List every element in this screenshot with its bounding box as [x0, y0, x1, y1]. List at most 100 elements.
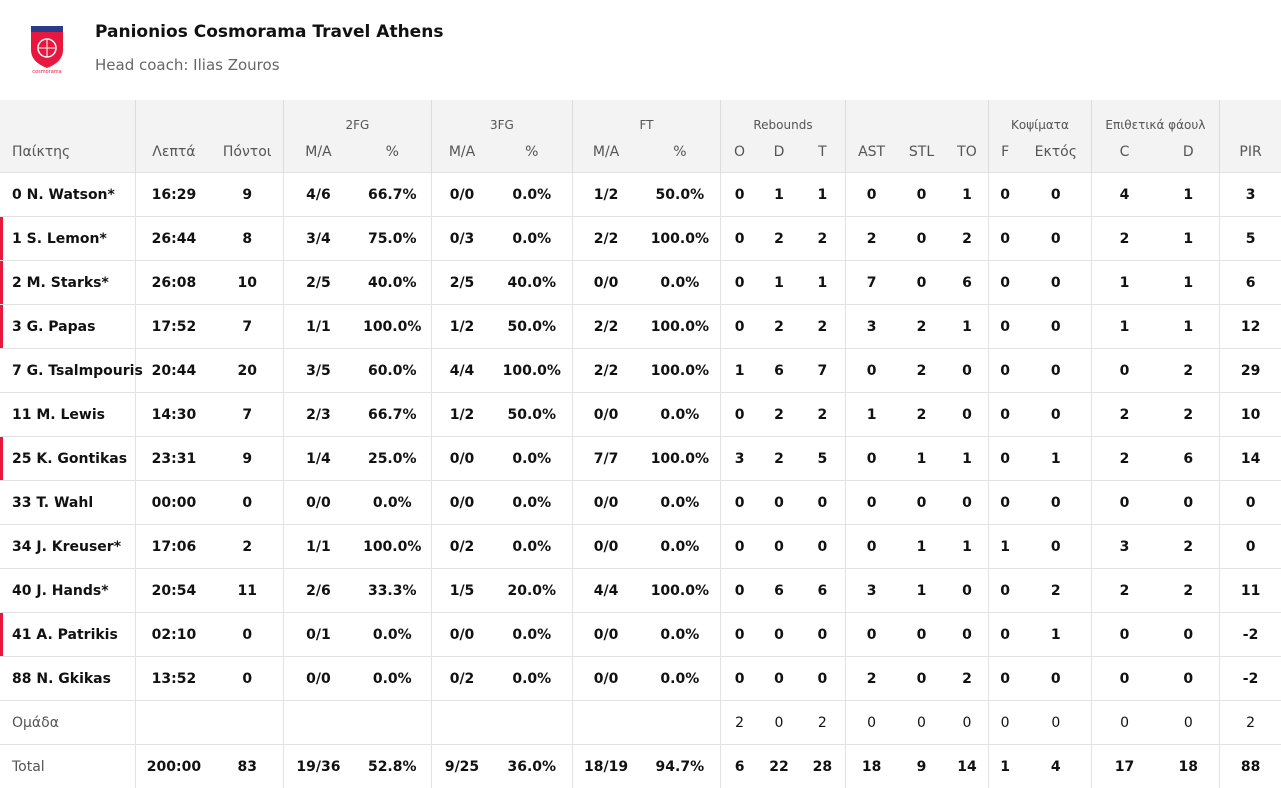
reb-t: 7	[800, 349, 845, 393]
team-to: 0	[946, 701, 989, 745]
player-name[interactable]: 0 N. Watson*	[0, 173, 136, 217]
total-reb-t: 28	[800, 745, 845, 788]
to: 0	[946, 349, 989, 393]
player-name[interactable]: 40 J. Hands*	[0, 569, 136, 613]
ft-pct: 100.0%	[639, 437, 720, 481]
to: 1	[946, 525, 989, 569]
col-ft-pct[interactable]: %	[639, 132, 720, 173]
reb-o: 0	[721, 657, 758, 701]
foul-c: 1	[1091, 305, 1157, 349]
col-3fg-pct[interactable]: %	[492, 132, 572, 173]
col-reb-o[interactable]: O	[721, 132, 758, 173]
blk-f: 0	[989, 349, 1021, 393]
points: 0	[212, 613, 283, 657]
col-3fg-ma[interactable]: M/A	[432, 132, 492, 173]
foul-c: 0	[1091, 481, 1157, 525]
3fg-pct: 0.0%	[492, 437, 572, 481]
blk-f: 0	[989, 393, 1021, 437]
ft-ma: 1/2	[572, 173, 639, 217]
pir: 11	[1220, 569, 1281, 613]
player-name[interactable]: 1 S. Lemon*	[0, 217, 136, 261]
col-2fg-pct[interactable]: %	[353, 132, 431, 173]
col-player[interactable]: Παίκτης	[0, 132, 136, 173]
col-foul-c[interactable]: C	[1091, 132, 1157, 173]
col-foul-d[interactable]: D	[1157, 132, 1219, 173]
reb-o: 0	[721, 173, 758, 217]
player-name[interactable]: 34 J. Kreuser*	[0, 525, 136, 569]
col-blk-f[interactable]: F	[989, 132, 1021, 173]
pir: 14	[1220, 437, 1281, 481]
col-blk-ag[interactable]: Εκτός	[1021, 132, 1091, 173]
col-ast[interactable]: AST	[845, 132, 897, 173]
player-name[interactable]: 41 A. Patrikis	[0, 613, 136, 657]
col-reb-t[interactable]: T	[800, 132, 845, 173]
foul-d: 1	[1157, 217, 1219, 261]
to: 0	[946, 481, 989, 525]
reb-o: 0	[721, 613, 758, 657]
reb-o: 3	[721, 437, 758, 481]
total-pts: 83	[212, 745, 283, 788]
team-blk-f: 0	[989, 701, 1021, 745]
2fg-ma: 4/6	[283, 173, 353, 217]
team-row: Ομάδα 2 0 2 0 0 0 0 0 0 0 2	[0, 701, 1281, 745]
col-pir[interactable]: PIR	[1220, 132, 1281, 173]
2fg-ma: 1/4	[283, 437, 353, 481]
to: 6	[946, 261, 989, 305]
points: 11	[212, 569, 283, 613]
group-3fg: 3FG	[432, 100, 573, 132]
team-row-label: Ομάδα	[0, 701, 136, 745]
minutes: 17:06	[136, 525, 212, 569]
col-reb-d[interactable]: D	[758, 132, 800, 173]
ft-ma: 0/0	[572, 525, 639, 569]
to: 1	[946, 173, 989, 217]
reb-t: 1	[800, 173, 845, 217]
reb-d: 2	[758, 217, 800, 261]
col-to[interactable]: TO	[946, 132, 989, 173]
player-name[interactable]: 2 M. Starks*	[0, 261, 136, 305]
blk-ag: 0	[1021, 481, 1091, 525]
pir: -2	[1220, 657, 1281, 701]
col-ft-ma[interactable]: M/A	[572, 132, 639, 173]
player-name[interactable]: 11 M. Lewis	[0, 393, 136, 437]
reb-d: 0	[758, 657, 800, 701]
stl: 1	[897, 525, 945, 569]
3fg-ma: 1/2	[432, 305, 492, 349]
ast: 2	[845, 657, 897, 701]
col-2fg-ma[interactable]: M/A	[283, 132, 353, 173]
ast: 0	[845, 437, 897, 481]
reb-d: 1	[758, 173, 800, 217]
ft-ma: 0/0	[572, 613, 639, 657]
ft-ma: 0/0	[572, 481, 639, 525]
blk-f: 0	[989, 481, 1021, 525]
minutes: 26:08	[136, 261, 212, 305]
total-ft-ma: 18/19	[572, 745, 639, 788]
reb-o: 0	[721, 481, 758, 525]
stl: 1	[897, 569, 945, 613]
points: 0	[212, 481, 283, 525]
ast: 0	[845, 481, 897, 525]
reb-t: 6	[800, 569, 845, 613]
player-name[interactable]: 25 K. Gontikas	[0, 437, 136, 481]
player-name[interactable]: 88 N. Gkikas	[0, 657, 136, 701]
total-3fg-ma: 9/25	[432, 745, 492, 788]
total-foul-c: 17	[1091, 745, 1157, 788]
total-blk-ag: 4	[1021, 745, 1091, 788]
ast: 0	[845, 525, 897, 569]
col-minutes[interactable]: Λεπτά	[136, 132, 212, 173]
player-name[interactable]: 33 T. Wahl	[0, 481, 136, 525]
pir: -2	[1220, 613, 1281, 657]
team-name: Panionios Cosmorama Travel Athens	[95, 22, 443, 42]
player-name[interactable]: 3 G. Papas	[0, 305, 136, 349]
player-name[interactable]: 7 G. Tsalmpouris	[0, 349, 136, 393]
group-rebounds: Rebounds	[721, 100, 845, 132]
col-points[interactable]: Πόντοι	[212, 132, 283, 173]
col-stl[interactable]: STL	[897, 132, 945, 173]
group-2fg: 2FG	[283, 100, 432, 132]
reb-o: 0	[721, 305, 758, 349]
reb-t: 0	[800, 657, 845, 701]
foul-c: 1	[1091, 261, 1157, 305]
blk-f: 1	[989, 525, 1021, 569]
